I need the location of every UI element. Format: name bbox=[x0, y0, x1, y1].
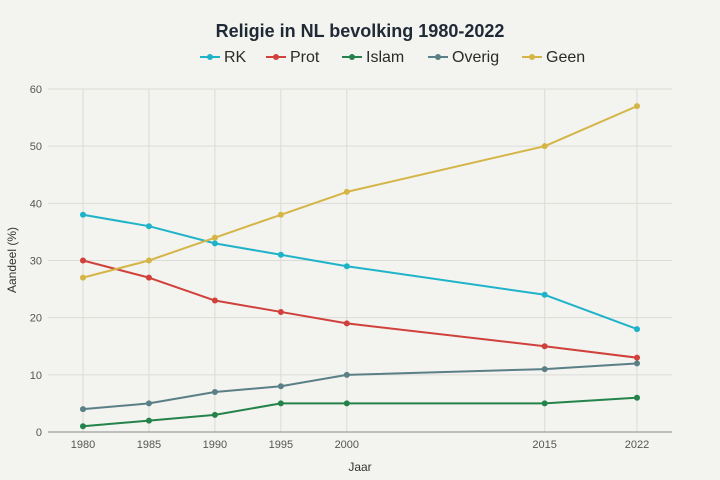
series-group bbox=[80, 103, 640, 430]
data-point-geen bbox=[343, 188, 350, 195]
data-point-overig bbox=[343, 371, 350, 378]
data-point-prot bbox=[80, 257, 86, 264]
x-tick-label: 1990 bbox=[203, 439, 227, 451]
data-point-islam bbox=[634, 394, 640, 401]
x-tick-label: 2022 bbox=[625, 439, 649, 451]
legend: RK Prot Islam Overig Geen bbox=[200, 49, 585, 66]
legend-marker bbox=[349, 54, 355, 60]
data-point-islam bbox=[80, 423, 86, 430]
series-line-geen bbox=[82, 105, 638, 279]
data-point-geen bbox=[211, 234, 218, 241]
y-tick-label: 50 bbox=[30, 141, 42, 153]
series-line-rk bbox=[82, 213, 638, 331]
x-axis-ticks: 1980 1985 1990 1995 2000 2015 2022 bbox=[71, 439, 649, 451]
legend-marker bbox=[273, 54, 279, 60]
x-axis-label: Jaar bbox=[348, 460, 371, 474]
data-point-geen bbox=[634, 103, 640, 110]
data-point-prot bbox=[145, 274, 152, 281]
x-tick-label: 1985 bbox=[137, 439, 161, 451]
data-point-prot bbox=[634, 354, 640, 361]
series-prot bbox=[80, 257, 640, 361]
legend-marker bbox=[207, 54, 213, 60]
series-geen bbox=[80, 103, 640, 281]
data-point-islam bbox=[541, 400, 548, 407]
x-tick-label: 2000 bbox=[335, 439, 359, 451]
y-tick-label: 10 bbox=[30, 370, 42, 382]
legend-item-islam[interactable]: Islam bbox=[342, 49, 404, 66]
series-line-prot bbox=[82, 259, 638, 359]
data-point-overig bbox=[211, 388, 218, 395]
data-point-geen bbox=[80, 274, 86, 281]
series-overig bbox=[80, 360, 640, 413]
y-tick-label: 30 bbox=[30, 256, 42, 268]
data-point-rk bbox=[277, 251, 284, 258]
legend-label: Prot bbox=[290, 49, 320, 66]
x-tick-label: 2015 bbox=[532, 439, 556, 451]
data-point-rk bbox=[145, 223, 152, 230]
y-tick-label: 0 bbox=[36, 427, 42, 439]
data-point-overig bbox=[80, 406, 86, 413]
data-point-prot bbox=[211, 297, 218, 304]
legend-marker bbox=[529, 54, 535, 60]
data-point-prot bbox=[277, 308, 284, 315]
data-point-islam bbox=[145, 417, 152, 424]
x-tick-label: 1995 bbox=[269, 439, 293, 451]
data-point-islam bbox=[211, 411, 218, 418]
data-point-rk bbox=[80, 211, 86, 218]
x-tick-label: 1980 bbox=[71, 439, 95, 451]
data-point-overig bbox=[145, 400, 152, 407]
data-point-overig bbox=[634, 360, 640, 367]
y-tick-label: 20 bbox=[30, 313, 42, 325]
data-point-rk bbox=[541, 291, 548, 298]
data-point-rk bbox=[211, 240, 218, 247]
legend-label: RK bbox=[224, 49, 247, 66]
data-point-geen bbox=[541, 143, 548, 150]
data-point-islam bbox=[343, 400, 350, 407]
y-axis-ticks: 0 10 20 30 40 50 60 bbox=[30, 84, 42, 439]
grid bbox=[48, 88, 672, 432]
data-point-islam bbox=[277, 400, 284, 407]
legend-marker bbox=[435, 54, 441, 60]
data-point-prot bbox=[541, 343, 548, 350]
legend-item-prot[interactable]: Prot bbox=[266, 49, 320, 66]
y-axis-label: Aandeel (%) bbox=[5, 227, 19, 293]
data-point-rk bbox=[634, 326, 640, 333]
data-point-overig bbox=[277, 383, 284, 390]
y-tick-label: 60 bbox=[30, 84, 42, 96]
data-point-overig bbox=[541, 366, 548, 373]
legend-label: Islam bbox=[366, 49, 404, 66]
data-point-geen bbox=[145, 257, 152, 264]
data-point-geen bbox=[277, 211, 284, 218]
y-tick-label: 40 bbox=[30, 198, 42, 210]
data-point-prot bbox=[343, 320, 350, 327]
legend-item-overig[interactable]: Overig bbox=[428, 49, 499, 66]
legend-label: Geen bbox=[546, 49, 585, 66]
legend-item-geen[interactable]: Geen bbox=[522, 49, 585, 66]
chart-title: Religie in NL bevolking 1980-2022 bbox=[216, 21, 505, 41]
legend-label: Overig bbox=[452, 49, 499, 66]
legend-item-rk[interactable]: RK bbox=[200, 49, 247, 66]
series-line-islam bbox=[82, 396, 638, 428]
series-islam bbox=[80, 394, 640, 430]
series-rk bbox=[80, 211, 640, 333]
data-point-rk bbox=[343, 263, 350, 270]
